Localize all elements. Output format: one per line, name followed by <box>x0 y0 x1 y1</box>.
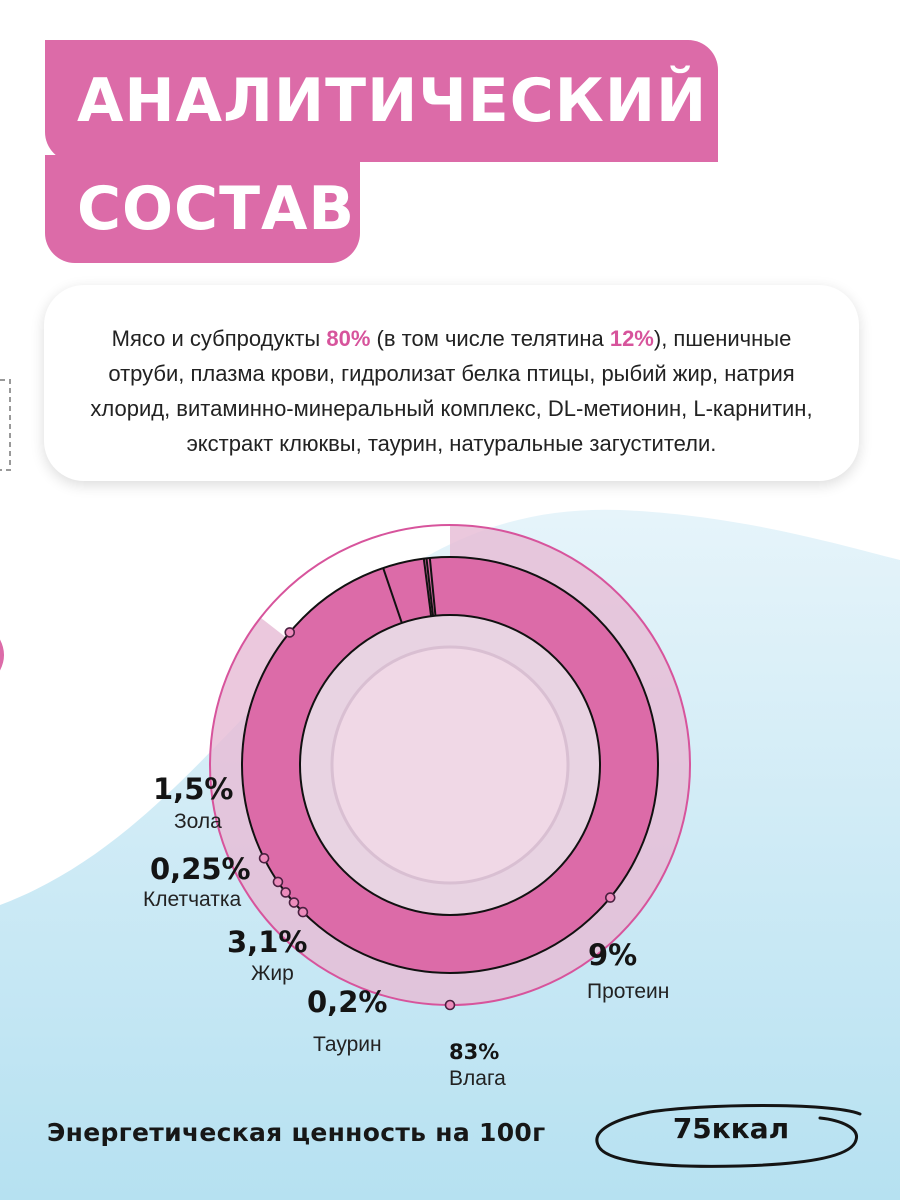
composition-text: Мясо и субпродукты <box>111 326 327 351</box>
marker-vlaga <box>444 999 456 1011</box>
composition-text: отруби, плазма крови, гидролизат белка п… <box>108 361 795 386</box>
composition-text: (в том числе телятина <box>370 326 610 351</box>
marker-taurin <box>297 906 309 918</box>
energy-value: 75ккал <box>672 1112 790 1145</box>
value-label-protein: 9% <box>588 938 638 972</box>
composition-highlight: 12% <box>609 326 654 351</box>
value-label-kletchatka: 0,25% <box>150 852 251 886</box>
composition-text: экстракт клюквы, таурин, натуральные заг… <box>186 431 717 456</box>
marker-kletchatka-1 <box>272 876 284 888</box>
composition-line: Мясо и субпродукты 80% (в том числе теля… <box>74 321 829 356</box>
ring-divider-1 <box>422 558 433 617</box>
title-line-1: АНАЛИТИЧЕСКИЙ <box>45 40 718 162</box>
marker-zola <box>284 627 296 638</box>
marker-kletchatka-2 <box>280 887 291 898</box>
series-label-protein: Протеин <box>587 980 670 1003</box>
series-label-zola: Зола <box>174 810 222 833</box>
composition-highlight: 80% <box>326 326 371 351</box>
composition-line: отруби, плазма крови, гидролизат белка п… <box>74 356 829 391</box>
ring-divider-2 <box>425 558 435 617</box>
marker-zhir <box>288 897 300 908</box>
series-label-taurin: Таурин <box>313 1033 382 1056</box>
value-label-zhir: 3,1% <box>227 925 308 959</box>
ring-divider-3 <box>428 557 437 616</box>
composition-text: ), пшеничные <box>653 326 792 351</box>
composition-text: хлорид, витаминно-минеральный комплекс, … <box>90 396 813 421</box>
composition-card: Мясо и субпродукты 80% (в том числе теля… <box>44 285 859 481</box>
energy-label: Энергетическая ценность на 100г <box>47 1118 546 1147</box>
value-label-taurin: 0,2% <box>307 985 388 1019</box>
value-label-zola: 1,5% <box>153 772 234 806</box>
kcal-outline <box>595 1104 862 1168</box>
value-label-vlaga: 83% <box>449 1040 500 1064</box>
series-label-vlaga: Влага <box>449 1067 506 1090</box>
marker-extra <box>258 852 270 864</box>
title-line-2: СОСТАВ <box>45 155 360 263</box>
ring-divider-0 <box>382 567 403 624</box>
series-label-kletchatka: Клетчатка <box>143 888 242 911</box>
series-label-zhir: Жир <box>251 962 294 985</box>
inner-hole-highlight <box>330 645 570 885</box>
composition-line: хлорид, витаминно-минеральный комплекс, … <box>74 391 829 426</box>
composition-line: экстракт клюквы, таурин, натуральные заг… <box>74 426 829 461</box>
marker-protein <box>604 892 616 903</box>
